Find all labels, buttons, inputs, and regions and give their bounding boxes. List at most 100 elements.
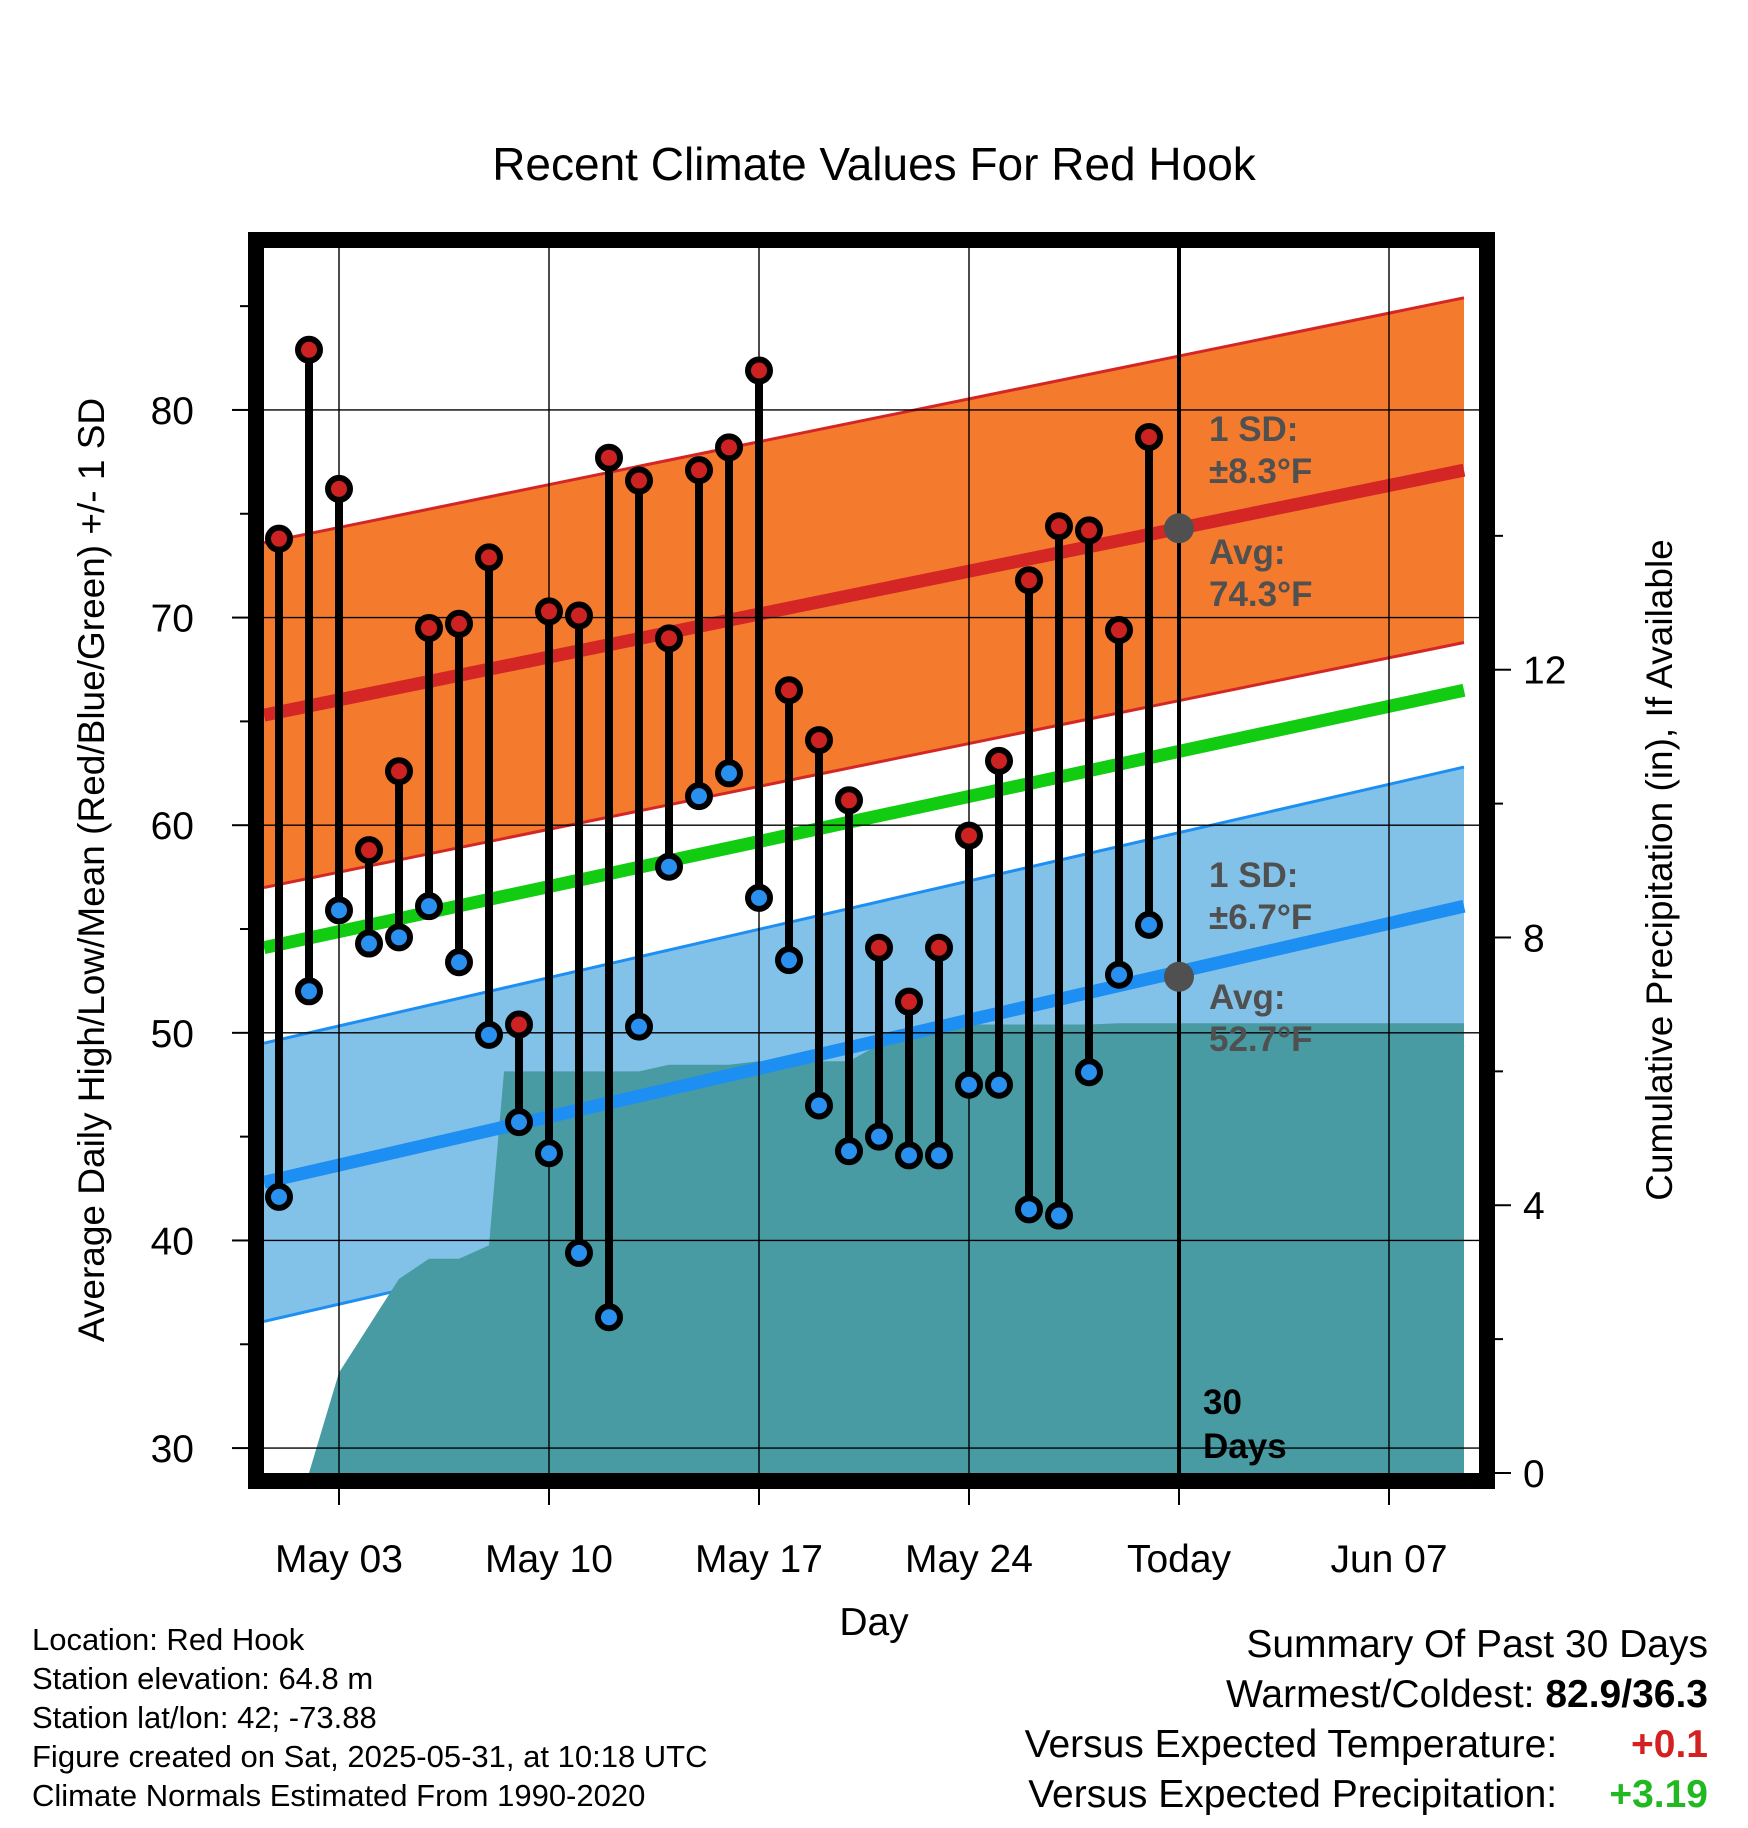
low-point: [535, 1139, 563, 1168]
summary-warm-cold: Warmest/Coldest: 82.9/36.3: [1025, 1670, 1708, 1720]
summary-precip-value: +3.19: [1609, 1773, 1708, 1816]
high-point: [745, 356, 773, 385]
y-right-tick-label: 0: [1523, 1453, 1545, 1496]
high-sd-label: 1 SD:: [1209, 410, 1298, 449]
y-left-tick-label: 30: [151, 1428, 194, 1471]
y-left-tick-label: 80: [151, 390, 194, 433]
high-point: [265, 524, 293, 553]
high-point: [295, 335, 323, 364]
low-point: [1045, 1201, 1073, 1230]
info-latlon: Station lat/lon: 42; -73.88: [32, 1700, 377, 1735]
info-elevation: Station elevation: 64.8 m: [32, 1661, 374, 1696]
low-point: [325, 896, 353, 925]
high-point: [565, 601, 593, 630]
high-point: [955, 821, 983, 850]
low-point: [1135, 910, 1163, 939]
summary-temp-label: Versus Expected Temperature:: [1024, 1723, 1558, 1766]
x-tick-label: Jun 07: [1330, 1538, 1447, 1581]
high-point: [715, 433, 743, 462]
low-point: [685, 782, 713, 811]
summary-precip-label: Versus Expected Precipitation:: [1028, 1773, 1558, 1816]
summary-precip: Versus Expected Precipitation: +3.19: [1025, 1770, 1708, 1820]
high-point: [865, 933, 893, 962]
high-point: [625, 466, 653, 495]
high-point: [505, 1010, 533, 1039]
summary-panel: Summary Of Past 30 Days Warmest/Coldest:…: [1025, 1620, 1708, 1820]
info-location: Location: Red Hook: [32, 1622, 305, 1657]
high-point: [415, 613, 443, 642]
high-point: [775, 676, 803, 705]
low-point: [745, 883, 773, 912]
high-normal-band-lower-edge: [264, 641, 1465, 889]
low-point: [565, 1238, 593, 1267]
high-point: [325, 474, 353, 503]
x-tick-label: May 10: [485, 1538, 613, 1581]
high-point: [1105, 616, 1133, 645]
low-point: [985, 1070, 1013, 1099]
summary-warm-cold-label: Warmest/Coldest:: [1226, 1673, 1535, 1716]
y-left-tick-label: 40: [151, 1220, 194, 1263]
low-avg-label: Avg:: [1209, 978, 1285, 1017]
x-tick-label: May 17: [695, 1538, 823, 1581]
high-point: [595, 443, 623, 472]
high-point: [685, 456, 713, 485]
low-point: [955, 1070, 983, 1099]
window-label-number: 30: [1203, 1383, 1242, 1422]
y-left-tick-label: 50: [151, 1013, 194, 1056]
summary-warm-cold-value: 82.9/36.3: [1545, 1673, 1708, 1716]
y-left-tick-label: 60: [151, 805, 194, 848]
low-point: [505, 1108, 533, 1137]
high-point: [475, 543, 503, 572]
low-point: [445, 948, 473, 977]
high-point: [655, 624, 683, 653]
low-point: [715, 759, 743, 788]
low-sd-value: ±6.7°F: [1209, 898, 1312, 937]
high-point: [355, 836, 383, 865]
info-normals: Climate Normals Estimated From 1990-2020: [32, 1778, 646, 1813]
high-point: [895, 987, 923, 1016]
plot-frame: [248, 232, 1495, 1489]
high-point: [1015, 566, 1043, 595]
low-point: [355, 929, 383, 958]
low-point: [1105, 960, 1133, 989]
low-point: [385, 923, 413, 952]
window-label-days: Days: [1203, 1427, 1287, 1466]
y-axis-label-left: Average Daily High/Low/Mean (Red/Blue/Gr…: [71, 398, 112, 1342]
high-avg-label: Avg:: [1209, 533, 1285, 572]
high-sd-value: ±8.3°F: [1209, 452, 1312, 491]
low-point: [265, 1182, 293, 1211]
high-normal-band-upper-edge: [264, 296, 1465, 545]
high-normal-line: [264, 463, 1466, 722]
low-point: [595, 1303, 623, 1332]
low-avg-value: 52.7°F: [1209, 1020, 1313, 1059]
low-point: [415, 892, 443, 921]
y-right-tick-label: 12: [1523, 650, 1566, 693]
low-point: [775, 946, 803, 975]
low-point: [1075, 1058, 1103, 1087]
summary-temp: Versus Expected Temperature: +0.1: [1025, 1720, 1708, 1770]
low-point: [925, 1141, 953, 1170]
y-right-tick-label: 4: [1523, 1185, 1545, 1228]
mean-normal-line: [264, 683, 1466, 955]
today-high-avg-marker: [1164, 513, 1194, 544]
x-tick-label: May 03: [275, 1538, 403, 1581]
high-avg-value: 74.3°F: [1209, 575, 1313, 614]
y-right-tick-label: 8: [1523, 917, 1545, 960]
y-axis-label-right: Cumulative Precipitation (in), If Availa…: [1639, 539, 1680, 1201]
chart-title: Recent Climate Values For Red Hook: [492, 138, 1257, 190]
info-created: Figure created on Sat, 2025-05-31, at 10…: [32, 1739, 708, 1774]
low-point: [475, 1020, 503, 1049]
high-point: [1075, 516, 1103, 545]
low-point: [625, 1012, 653, 1041]
high-point: [985, 746, 1013, 775]
low-point: [835, 1137, 863, 1166]
low-point: [895, 1141, 923, 1170]
low-normal-line: [264, 899, 1466, 1189]
low-point: [1015, 1195, 1043, 1224]
high-point: [385, 757, 413, 786]
high-point: [805, 726, 833, 755]
low-point: [805, 1091, 833, 1120]
low-point: [865, 1122, 893, 1151]
